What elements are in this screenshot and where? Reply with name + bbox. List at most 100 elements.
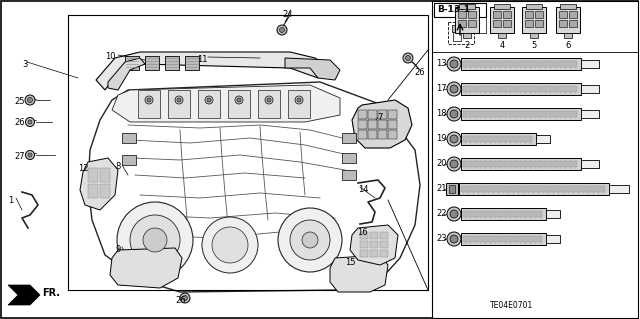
Text: 9: 9 — [115, 245, 120, 254]
Text: 12: 12 — [78, 164, 88, 173]
Text: 1: 1 — [8, 196, 13, 205]
Polygon shape — [96, 52, 330, 90]
Bar — [468, 20, 476, 27]
Text: 26: 26 — [414, 68, 424, 77]
Bar — [461, 233, 546, 245]
Circle shape — [278, 208, 342, 272]
Bar — [535, 20, 543, 27]
Bar — [463, 136, 532, 142]
Bar — [88, 168, 98, 182]
Circle shape — [406, 56, 410, 61]
Bar — [564, 33, 572, 38]
Text: 27: 27 — [14, 152, 24, 161]
Bar — [452, 25, 462, 32]
Bar — [432, 1, 638, 318]
Bar — [358, 130, 367, 139]
Polygon shape — [88, 82, 420, 292]
Circle shape — [28, 153, 32, 157]
Polygon shape — [285, 58, 340, 80]
Text: 16: 16 — [357, 228, 367, 237]
Bar — [463, 111, 577, 117]
Circle shape — [447, 82, 461, 96]
Circle shape — [28, 120, 32, 124]
Bar — [530, 33, 538, 38]
Text: 7: 7 — [377, 113, 382, 122]
Bar — [342, 170, 356, 180]
Text: 8: 8 — [115, 162, 120, 171]
Bar — [258, 90, 280, 118]
Bar — [368, 120, 377, 129]
Bar — [493, 20, 501, 27]
Bar — [342, 133, 356, 143]
Bar — [463, 211, 542, 217]
Circle shape — [205, 96, 213, 104]
Bar — [380, 232, 388, 239]
Circle shape — [280, 27, 285, 33]
Bar — [388, 120, 397, 129]
Circle shape — [212, 227, 248, 263]
Bar — [370, 232, 378, 239]
Circle shape — [28, 98, 33, 102]
Circle shape — [143, 228, 167, 252]
Bar — [448, 22, 474, 44]
Text: 22: 22 — [436, 209, 447, 218]
Text: 15: 15 — [345, 258, 355, 267]
Polygon shape — [352, 100, 412, 148]
Bar — [100, 184, 110, 198]
Circle shape — [447, 232, 461, 246]
Bar — [185, 56, 199, 70]
Circle shape — [237, 98, 241, 102]
Circle shape — [295, 96, 303, 104]
Circle shape — [25, 95, 35, 105]
Circle shape — [130, 215, 180, 265]
Bar — [525, 20, 533, 27]
Bar — [168, 90, 190, 118]
Circle shape — [265, 96, 273, 104]
Circle shape — [447, 132, 461, 146]
Bar — [498, 33, 506, 38]
Bar — [88, 184, 98, 198]
Bar — [560, 4, 576, 9]
Circle shape — [450, 135, 458, 143]
Circle shape — [26, 151, 35, 160]
Circle shape — [450, 210, 458, 218]
Bar — [388, 130, 397, 139]
Circle shape — [403, 53, 413, 63]
Bar — [459, 183, 609, 195]
Circle shape — [175, 96, 183, 104]
Text: 2: 2 — [465, 41, 470, 50]
Bar — [581, 60, 599, 68]
Text: FR.: FR. — [42, 288, 60, 298]
Circle shape — [450, 110, 458, 118]
Bar — [461, 133, 536, 145]
Text: 14: 14 — [358, 185, 369, 194]
Text: 24: 24 — [282, 10, 292, 19]
Text: 23: 23 — [436, 234, 447, 243]
Polygon shape — [330, 255, 388, 292]
Bar — [461, 108, 581, 120]
Polygon shape — [8, 285, 40, 305]
Bar — [494, 4, 510, 9]
Bar — [453, 32, 461, 41]
Bar — [503, 20, 511, 27]
Bar — [434, 3, 486, 17]
Polygon shape — [112, 85, 340, 122]
Bar — [138, 90, 160, 118]
Bar — [198, 90, 220, 118]
Bar — [288, 90, 310, 118]
Bar — [490, 7, 514, 33]
Bar — [522, 7, 546, 33]
Circle shape — [450, 60, 458, 68]
Bar — [535, 11, 543, 18]
Bar — [468, 11, 476, 18]
Bar — [569, 11, 577, 18]
Text: 26: 26 — [175, 296, 186, 305]
Bar — [569, 20, 577, 27]
Circle shape — [207, 98, 211, 102]
Polygon shape — [80, 158, 118, 210]
Text: 3: 3 — [22, 60, 28, 69]
Circle shape — [147, 98, 151, 102]
Circle shape — [182, 295, 188, 300]
Circle shape — [177, 98, 181, 102]
Bar — [461, 83, 581, 95]
